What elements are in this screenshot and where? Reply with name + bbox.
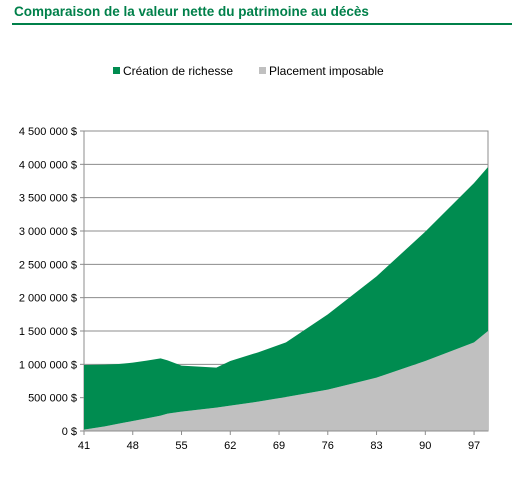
x-tick-label: 76 <box>322 440 334 452</box>
legend-swatch <box>259 67 266 74</box>
legend-label: Placement imposable <box>269 64 384 78</box>
x-tick-label: 55 <box>175 440 187 452</box>
x-tick-label: 69 <box>273 440 285 452</box>
x-tick-label: 62 <box>224 440 236 452</box>
legend-label: Création de richesse <box>123 64 233 78</box>
x-tick-label: 90 <box>419 440 431 452</box>
area-creation-de-richesse <box>84 167 488 430</box>
y-tick-label: 0 $ <box>62 426 77 438</box>
x-tick-label: 48 <box>127 440 139 452</box>
y-tick-label: 500 000 $ <box>28 393 77 405</box>
y-tick-label: 4 000 000 $ <box>19 159 77 171</box>
y-tick-label: 1 500 000 $ <box>19 326 77 338</box>
y-tick-label: 3 000 000 $ <box>19 226 77 238</box>
y-tick-label: 3 500 000 $ <box>19 193 77 205</box>
x-tick-label: 41 <box>78 440 90 452</box>
chart-title: Comparaison de la valeur nette du patrim… <box>14 4 369 19</box>
y-tick-label: 1 000 000 $ <box>19 359 77 371</box>
chart-legend: Création de richesse Placement imposable <box>113 64 384 78</box>
y-tick-label: 2 000 000 $ <box>19 293 77 305</box>
legend-swatch <box>113 67 120 74</box>
x-tick-label: 83 <box>370 440 382 452</box>
y-tick-label: 4 500 000 $ <box>19 126 77 138</box>
title-underline <box>12 23 512 25</box>
plot-area: 0 $ 500 000 $ 1 000 000 $ 1 500 000 $ 2 000 … <box>19 126 489 452</box>
area-placement-imposable <box>84 331 488 431</box>
x-tick-label: 97 <box>468 440 480 452</box>
y-tick-label: 2 500 000 $ <box>19 259 77 271</box>
